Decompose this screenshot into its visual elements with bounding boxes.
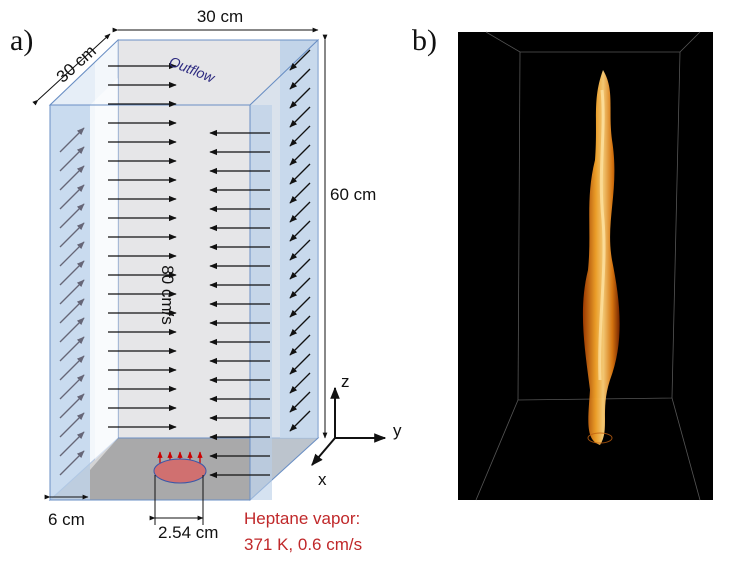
figure: a) 30 cm 30 cm 60 cm Outflow 80 cm/s z y… <box>0 0 740 557</box>
dimension: 2.54 cm <box>158 523 218 542</box>
inlet-label: 371 K, 0.6 cm/s <box>244 535 362 554</box>
flame-render: b) <box>412 24 713 500</box>
dimension: 60 cm <box>330 185 376 204</box>
axis-label: z <box>341 372 350 391</box>
axis-label: x <box>318 470 327 489</box>
panel-label: b) <box>412 24 437 57</box>
speed-label: 80 cm/s <box>158 265 177 325</box>
shape <box>154 459 206 483</box>
shape <box>50 105 90 500</box>
panel-label: a) <box>10 24 33 57</box>
shape <box>95 40 118 460</box>
domain-box: a) 30 cm 30 cm 60 cm Outflow 80 cm/s z y… <box>10 7 402 554</box>
dimension: 6 cm <box>48 510 85 529</box>
dimension: 30 cm <box>197 7 243 26</box>
inlet-label: Heptane vapor: <box>244 509 360 528</box>
shape <box>250 105 272 500</box>
shape <box>312 438 335 465</box>
axis-label: y <box>393 421 402 440</box>
